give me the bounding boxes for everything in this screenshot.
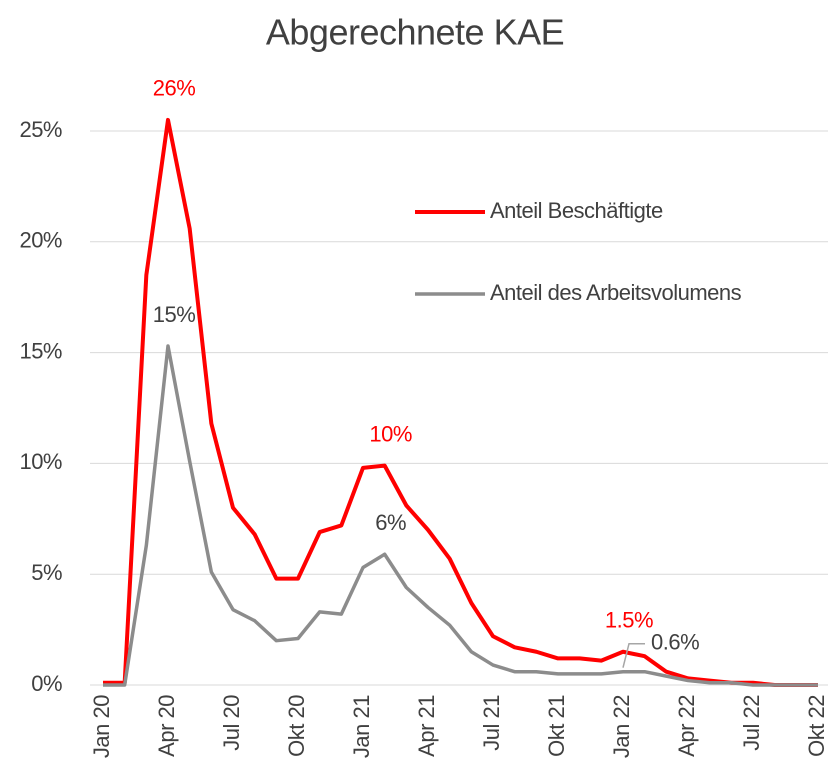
line-series: [103, 344, 818, 687]
data-label: 15%: [153, 302, 196, 327]
y-tick-label: 10%: [19, 449, 62, 474]
x-tick-label: Okt 20: [284, 695, 309, 757]
line-series: [103, 117, 818, 687]
y-tick-label: 0%: [31, 671, 62, 696]
data-label: 0.6%: [651, 630, 699, 655]
legend-label: Anteil des Arbeitsvolumens: [490, 280, 742, 305]
x-tick-label: Jan 21: [349, 695, 374, 758]
data-label: 26%: [153, 76, 196, 101]
x-tick-label: Jan 22: [609, 695, 634, 758]
x-tick-label: Jul 21: [479, 695, 504, 751]
x-tick-label: Apr 22: [674, 695, 699, 757]
x-tick-label: Okt 22: [804, 695, 829, 757]
y-tick-label: 5%: [31, 560, 62, 585]
x-tick-label: Okt 21: [544, 695, 569, 757]
x-tick-label: Apr 20: [154, 695, 179, 757]
y-tick-label: 15%: [19, 338, 62, 363]
x-tick-label: Jul 22: [739, 695, 764, 751]
chart-title: Abgerechnete KAE: [266, 12, 564, 53]
x-tick-label: Apr 21: [414, 695, 439, 757]
leader-line: [622, 642, 645, 668]
x-tick-label: Jan 20: [89, 695, 114, 758]
data-label: 1.5%: [605, 608, 653, 633]
x-tick-label: Jul 20: [219, 695, 244, 751]
legend-label: Anteil Beschäftigte: [490, 198, 663, 223]
y-tick-label: 20%: [19, 228, 62, 253]
data-label: 10%: [369, 421, 412, 446]
y-tick-label: 25%: [19, 117, 62, 142]
data-label: 6%: [375, 510, 406, 535]
